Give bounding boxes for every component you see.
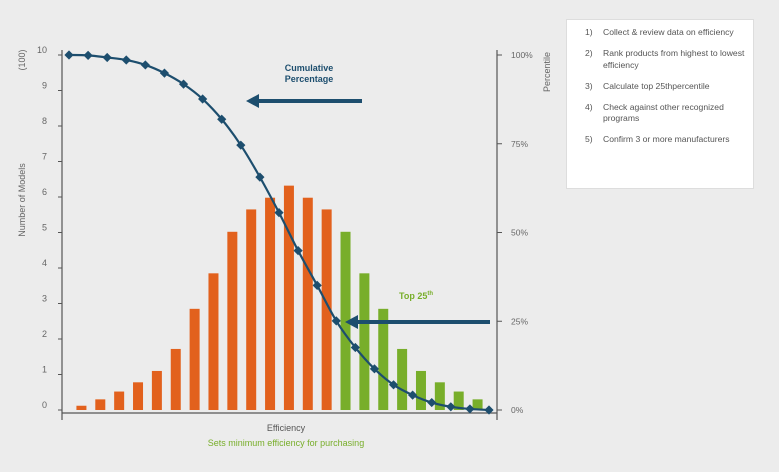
cumulative-point-21 — [446, 402, 456, 412]
cumulative-point-15 — [331, 316, 341, 326]
cumulative-point-6 — [159, 68, 170, 78]
cumulative-point-20 — [427, 397, 437, 408]
step-number: 4) — [585, 101, 593, 112]
step-text: Rank products from highest to lowest eff… — [603, 48, 745, 70]
cumulative-point-17 — [369, 364, 380, 374]
y2-tick-label-25: 25% — [511, 316, 528, 326]
bar-1 — [76, 405, 87, 410]
y-tick-label-9: 9 — [42, 81, 47, 91]
y2-axis-label: Percentile — [542, 52, 552, 92]
bar-19 — [415, 370, 426, 410]
y-tick-label-6: 6 — [42, 187, 47, 197]
step-text: Collect & review data on efficiency — [603, 27, 734, 37]
y-tick-label-10: 10 — [37, 45, 47, 55]
step-item: 3) Calculate top 25thpercentile — [585, 81, 745, 93]
bar-4 — [133, 382, 144, 410]
step-text: Calculate top 25thpercentile — [603, 80, 710, 91]
cumulative-point-18 — [388, 380, 399, 390]
top-25-label: Top 25th — [399, 291, 433, 301]
y-tick-label-4: 4 — [42, 258, 47, 268]
y-tick-label-2: 2 — [42, 329, 47, 339]
step-item: 1) Collect & review data on efficiency — [585, 27, 745, 39]
bar-2 — [95, 399, 106, 410]
cumulative-point-22 — [465, 404, 475, 414]
bar-12 — [283, 185, 294, 410]
cumulative-point-23 — [484, 405, 494, 415]
bar-11 — [265, 197, 276, 410]
y2-tick-label-100: 100% — [511, 50, 533, 60]
top-25-text: Top 25 — [399, 291, 427, 301]
step-text: Confirm 3 or more manufacturers — [603, 134, 730, 144]
cumulative-label-line2: Percentage — [285, 74, 334, 84]
x-axis-label: Efficiency — [267, 423, 306, 433]
y2-tick-label-75: 75% — [511, 139, 528, 149]
bars — [76, 185, 483, 410]
cumulative-point-4 — [121, 55, 131, 65]
step-number: 1) — [585, 27, 593, 37]
y-axis-label: Number of Models — [17, 163, 27, 237]
bar-13 — [302, 197, 313, 410]
cumulative-point-1 — [64, 50, 74, 60]
cumulative-point-19 — [408, 390, 418, 400]
y-tick-label-0: 0 — [42, 400, 47, 410]
bar-5 — [151, 370, 162, 410]
y-tick-label-5: 5 — [42, 223, 47, 233]
step-number: 2) — [585, 48, 593, 58]
y2-tick-label-50: 50% — [511, 228, 528, 238]
y-tick-label-1: 1 — [42, 365, 47, 375]
cumulative-curve — [64, 50, 494, 415]
step-text: Check against other recognized programs — [603, 101, 724, 124]
step-number: 5) — [585, 134, 593, 144]
annotations: Cumulative Percentage Top 25th Number of… — [17, 49, 552, 448]
bar-10 — [246, 209, 257, 410]
step-item: 4) Check against other recognized program… — [585, 102, 745, 125]
y-tick-label-7: 7 — [42, 152, 47, 162]
bar-17 — [378, 308, 389, 410]
cumulative-point-12 — [274, 208, 284, 218]
top-25-superscript: th — [427, 291, 433, 297]
bar-21 — [453, 391, 464, 410]
bar-20 — [434, 382, 445, 410]
cumulative-point-7 — [178, 79, 189, 89]
bar-7 — [189, 308, 200, 410]
bar-22 — [472, 399, 483, 410]
cumulative-point-13 — [293, 246, 303, 256]
y-tick-label-8: 8 — [42, 116, 47, 126]
top-25-arrow-head — [345, 315, 358, 329]
cumulative-point-9 — [217, 114, 227, 124]
y-tick-label-3: 3 — [42, 294, 47, 304]
y2-tick-label-0: 0% — [511, 405, 524, 415]
cumulative-point-2 — [83, 50, 93, 60]
step-number: 3) — [585, 80, 593, 91]
cumulative-point-10 — [236, 140, 246, 150]
cumulative-arrow-head — [246, 94, 259, 108]
bar-14 — [321, 209, 332, 410]
cumulative-point-11 — [255, 172, 265, 182]
step-item: 5) Confirm 3 or more manufacturers — [585, 134, 745, 146]
bar-18 — [397, 348, 408, 410]
bar-8 — [208, 273, 219, 410]
bar-15 — [340, 231, 351, 410]
y-axis-unit: (100) — [17, 49, 27, 70]
cumulative-point-5 — [140, 60, 150, 70]
x-axis-sublabel: Sets minimum efficiency for purchasing — [208, 438, 364, 448]
bar-9 — [227, 231, 238, 410]
cumulative-point-14 — [312, 280, 322, 290]
cumulative-point-3 — [102, 52, 112, 63]
process-steps-panel: 1) Collect & review data on efficiency 2) R… — [566, 19, 754, 189]
cumulative-line — [68, 53, 490, 412]
bar-16 — [359, 273, 370, 410]
cumulative-label-line1: Cumulative — [285, 63, 334, 73]
bar-6 — [170, 348, 181, 410]
bar-3 — [114, 391, 125, 410]
cumulative-point-16 — [350, 342, 360, 353]
cumulative-point-8 — [198, 94, 208, 104]
step-item: 2) Rank products from highest to lowest e… — [585, 48, 745, 71]
